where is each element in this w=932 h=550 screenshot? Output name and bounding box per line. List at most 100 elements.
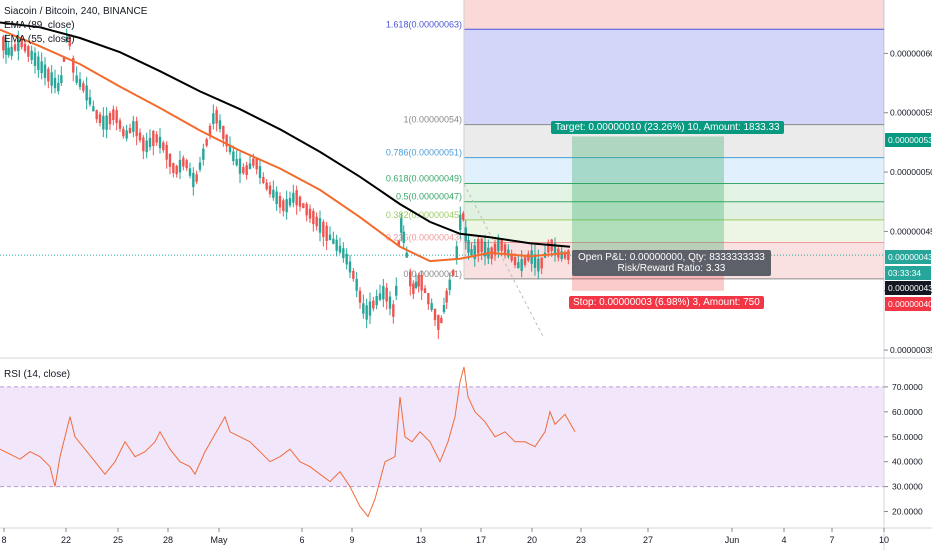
price-tick-label: 0.00000045: [890, 226, 932, 236]
candle-body: [85, 85, 88, 101]
candle-body: [312, 210, 315, 225]
candle-body: [235, 159, 238, 166]
time-tick-label: 28: [163, 535, 173, 545]
candle-body: [335, 239, 338, 251]
candle-body: [467, 239, 470, 253]
target-label: Target: 0.00000010 (23.26%) 10, Amount: …: [551, 121, 784, 134]
candle-body: [493, 243, 497, 255]
candle-body: [82, 83, 85, 91]
candle-body: [23, 43, 27, 52]
candle-body: [392, 304, 395, 317]
candle-body: [402, 231, 405, 243]
candle-body: [148, 137, 152, 147]
fib-level-label: 0.236(0.00000043): [386, 232, 462, 242]
candle-body: [388, 296, 392, 309]
time-tick-label: May: [210, 535, 228, 545]
candle-body: [567, 250, 570, 260]
candle-body: [278, 196, 282, 208]
fib-level-label: 0(0.00000041): [403, 269, 462, 279]
candle-body: [20, 39, 23, 48]
candle-body: [2, 36, 5, 51]
time-tick-label: 22: [61, 535, 71, 545]
candle-body: [427, 293, 430, 305]
candle-body: [40, 61, 43, 74]
candle-body: [198, 162, 202, 170]
candle-body: [228, 144, 232, 153]
candle-body: [302, 203, 305, 209]
candle-body: [118, 120, 122, 129]
candle-body: [68, 36, 71, 47]
candle-body: [405, 252, 408, 258]
candle-body: [10, 46, 13, 56]
candle-body: [328, 234, 332, 241]
price-tag-label: 03:33:34: [888, 268, 921, 278]
price-tick-label: 0.00000035: [890, 345, 932, 355]
candle-body: [47, 68, 50, 82]
price-tick-label: 0.00000060: [890, 48, 932, 58]
candle-body: [462, 213, 465, 220]
candle-body: [178, 159, 182, 173]
candle-body: [215, 109, 218, 124]
candle-body: [238, 158, 242, 174]
candle-body: [563, 251, 567, 259]
candle-body: [540, 257, 543, 269]
fib-level-label: 0.5(0.00000047): [396, 192, 462, 202]
candle-body: [132, 121, 135, 132]
time-tick-label: Jun: [725, 535, 740, 545]
candle-body: [72, 57, 75, 73]
candle-body: [53, 77, 57, 89]
candle-body: [105, 115, 108, 130]
candle-body: [292, 192, 295, 203]
candle-body: [409, 271, 412, 287]
candle-body: [348, 261, 352, 273]
candle-body: [205, 139, 208, 146]
candle-body: [138, 132, 142, 141]
time-tick-label: 4: [781, 535, 786, 545]
symbol-legend: Siacoin / Bitcoin, 240, BINANCE: [4, 6, 148, 17]
candle-body: [510, 253, 513, 261]
candle-body: [218, 120, 222, 129]
candle-body: [358, 290, 362, 303]
candle-body: [125, 130, 128, 139]
candle-body: [245, 165, 248, 176]
candle-body: [252, 158, 255, 166]
fib-level-label: 1.618(0.00000063): [386, 19, 462, 29]
candle-body: [378, 293, 382, 300]
rsi-tick-label: 60.0000: [892, 407, 923, 417]
candle-body: [212, 113, 215, 125]
fib-top-fill: [464, 0, 884, 30]
candle-body: [152, 130, 155, 147]
fib-level-label: 0.618(0.00000049): [386, 174, 462, 184]
candle-body: [433, 308, 437, 321]
candle-body: [4, 40, 8, 55]
candle-body: [352, 270, 355, 279]
rsi-line: [0, 366, 576, 518]
candle-body: [322, 221, 325, 238]
time-tick-label: 20: [527, 535, 537, 545]
price-tag-bg: [885, 281, 931, 295]
candle-body: [195, 174, 198, 182]
candle-body: [62, 56, 66, 62]
ema-slow-line: [0, 21, 571, 248]
candle-body: [255, 158, 258, 170]
candle-body: [145, 140, 148, 153]
price-tag-bg: [885, 266, 931, 280]
candle-body: [440, 317, 443, 324]
candle-body: [168, 153, 172, 167]
candle-body: [262, 176, 265, 183]
candle-body: [75, 75, 78, 83]
price-tag-bg: [885, 250, 931, 264]
ema-fast-line: [0, 28, 571, 263]
candle-body: [473, 245, 476, 259]
candle-body: [345, 253, 348, 265]
candle-body: [437, 314, 440, 330]
candle-body: [423, 288, 427, 294]
candle-body: [162, 142, 165, 151]
candle-body: [455, 246, 458, 259]
candle-body: [282, 200, 285, 212]
candle-body: [355, 278, 358, 291]
candle-body: [225, 134, 228, 147]
pnl-box: Open P&L: 0.00000000, Qty: 8333333333 Ri…: [572, 250, 771, 276]
candle-body: [397, 240, 400, 246]
